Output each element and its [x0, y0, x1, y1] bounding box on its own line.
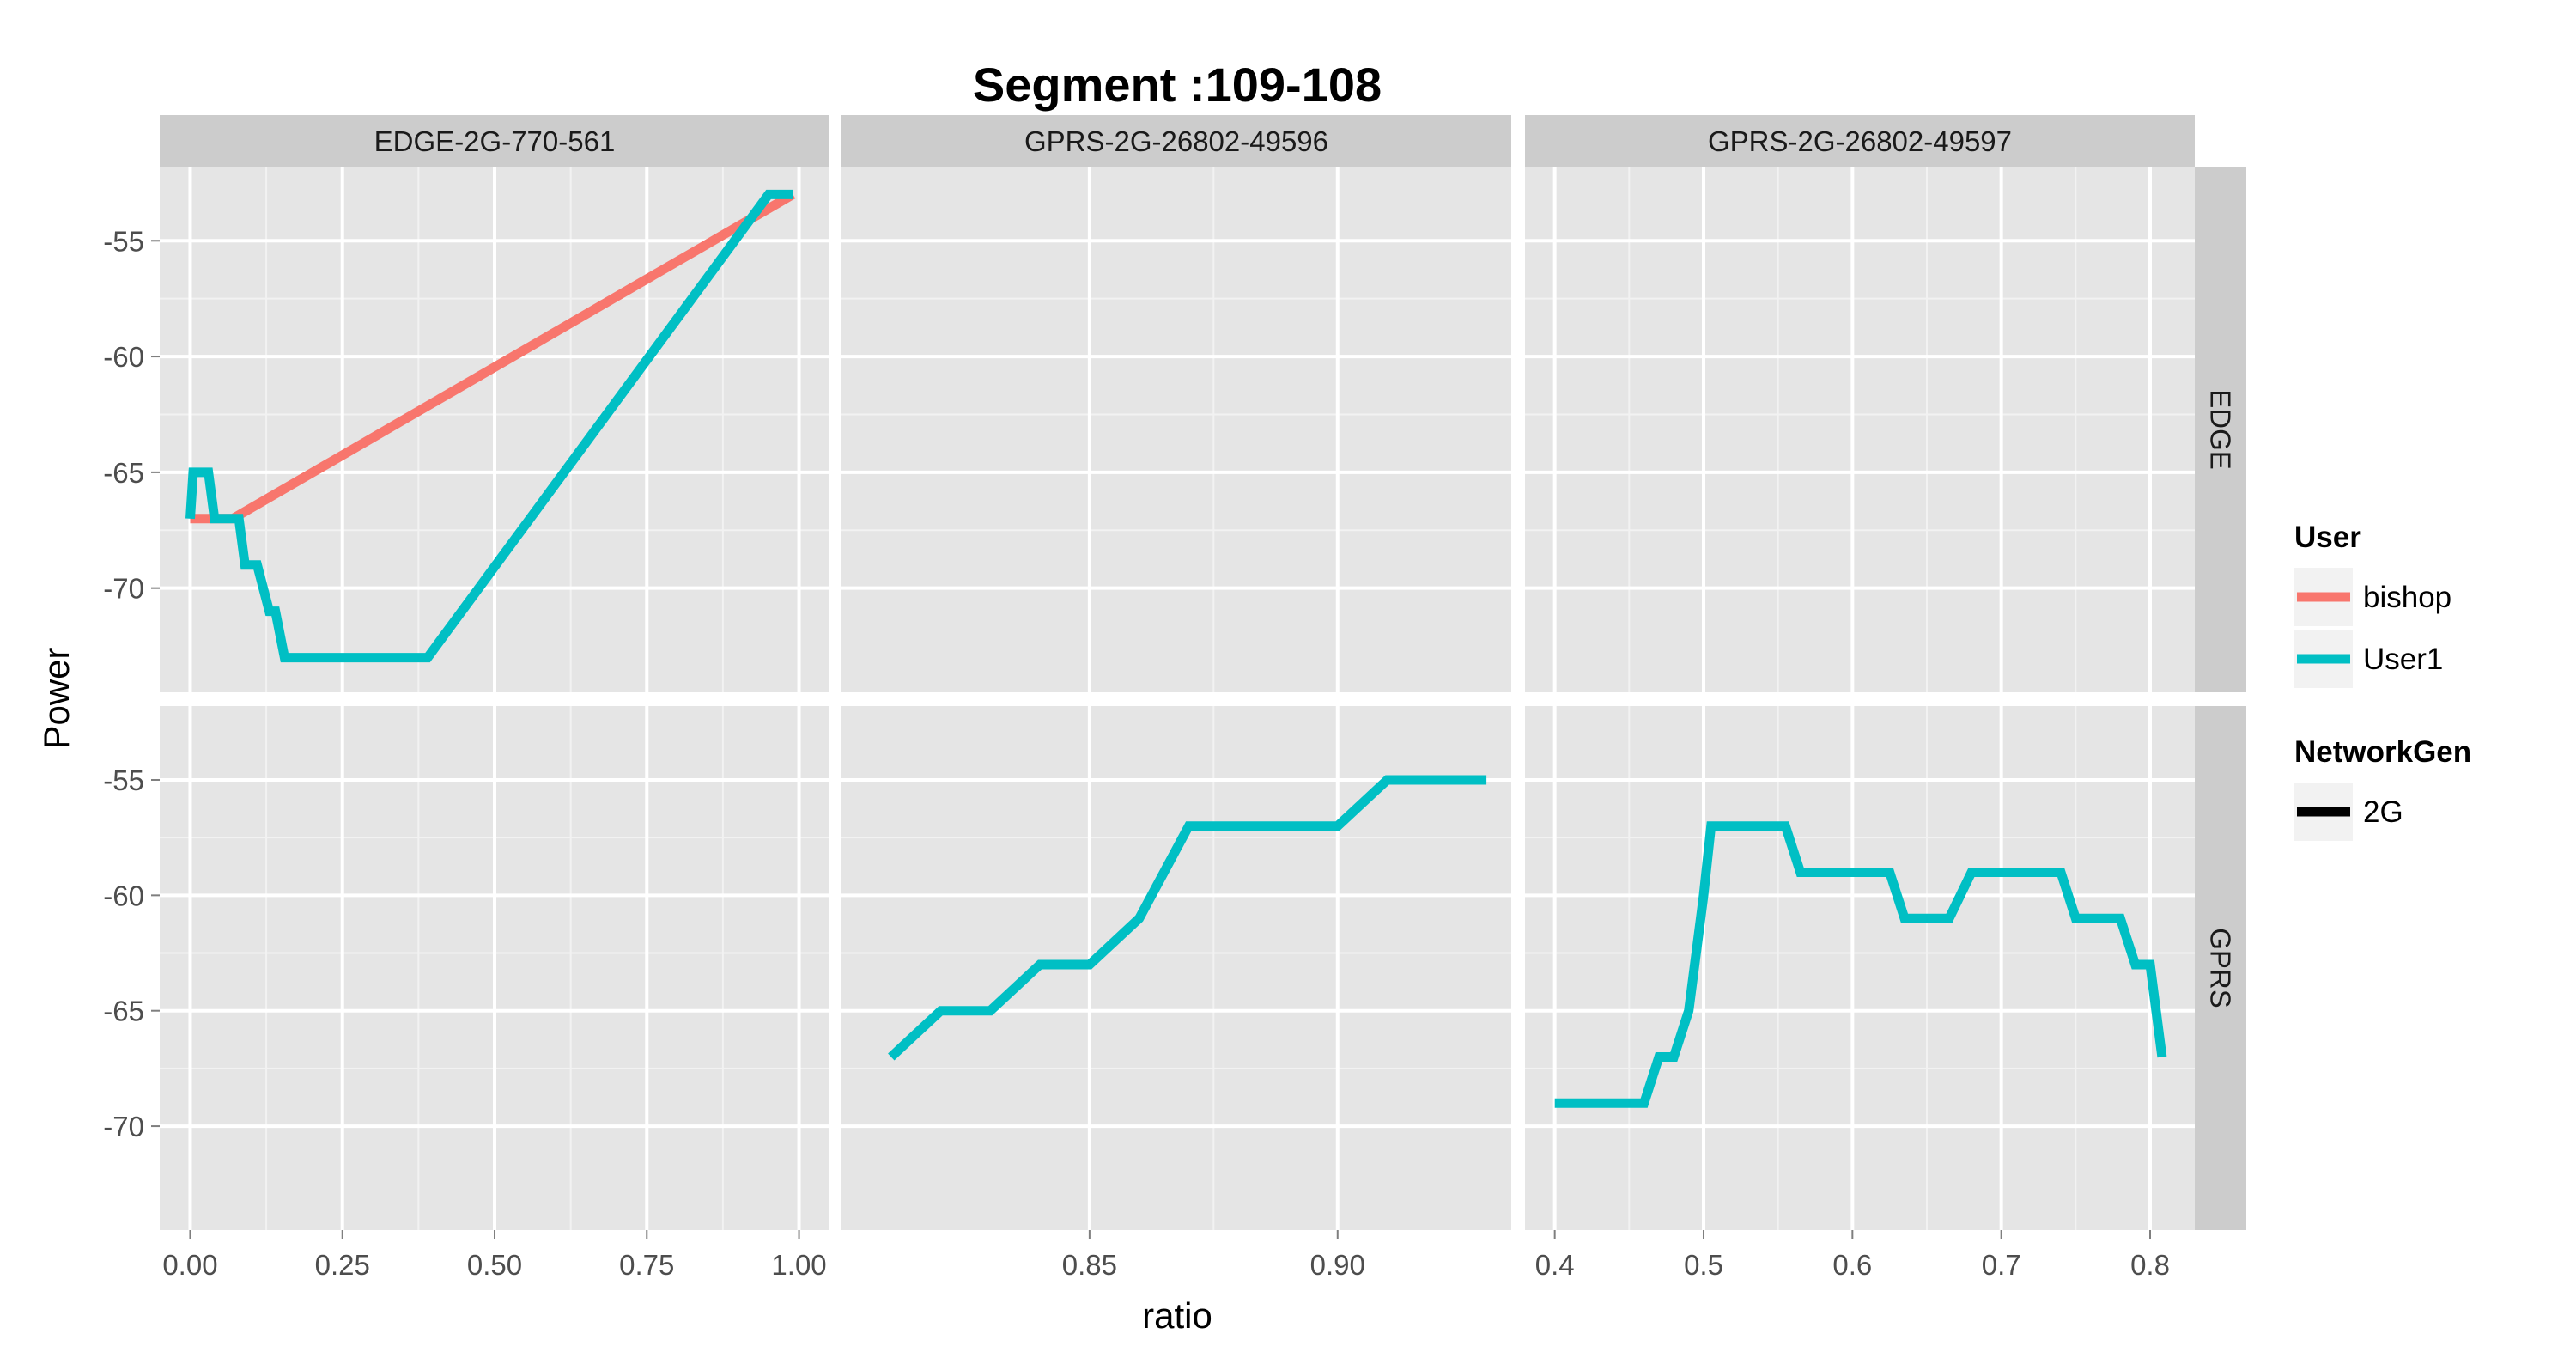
y-tick-label: -60: [103, 341, 144, 373]
x-tick-label: 0.4: [1535, 1249, 1575, 1281]
x-tick-label: 0.75: [619, 1249, 674, 1281]
facet-column-label: EDGE-2G-770-561: [374, 125, 616, 157]
facet-strip: [2195, 706, 2246, 1230]
y-axis-title: Power: [36, 647, 76, 749]
facet-strip: [1525, 115, 2195, 167]
panel-background: [841, 167, 1511, 692]
x-tick-label: 0.7: [1982, 1249, 2021, 1281]
series-line-user1: [888, 775, 1487, 1061]
legend-title: User: [2294, 521, 2361, 554]
y-tick-label: -55: [103, 764, 144, 796]
x-axis-title: ratio: [1142, 1295, 1212, 1336]
x-tick-label: 0.90: [1310, 1249, 1365, 1281]
facet-column-label: GPRS-2G-26802-49597: [1708, 125, 2012, 157]
y-tick-label: -70: [103, 1111, 144, 1142]
facet-row-label: GPRS: [2205, 928, 2237, 1008]
panel-background: [1525, 167, 2195, 692]
panel-background: [841, 706, 1511, 1230]
series-line-user1: [1554, 821, 2167, 1108]
y-tick-label: -55: [103, 225, 144, 257]
facet-strip: [841, 115, 1511, 167]
y-tick-label: -65: [103, 996, 144, 1027]
chart-title: Segment :109-108: [973, 58, 1382, 112]
x-tick-label: 0.6: [1832, 1249, 1872, 1281]
x-tick-label: 0.85: [1062, 1249, 1117, 1281]
y-tick-label: -70: [103, 573, 144, 605]
x-tick-label: 0.00: [162, 1249, 217, 1281]
facet-strip: [2195, 167, 2246, 692]
facet-row-label: EDGE: [2205, 389, 2237, 470]
y-tick-label: -65: [103, 457, 144, 489]
legend-label: User1: [2363, 643, 2443, 676]
x-tick-label: 0.50: [467, 1249, 522, 1281]
facet-strip: [160, 115, 829, 167]
legend-label: bishop: [2363, 581, 2451, 614]
facet-column-label: GPRS-2G-26802-49596: [1024, 125, 1328, 157]
panel-background: [1525, 706, 2195, 1230]
series-line-user1: [185, 189, 793, 663]
x-tick-label: 0.5: [1684, 1249, 1723, 1281]
x-tick-label: 0.25: [315, 1249, 370, 1281]
x-tick-label: 1.00: [771, 1249, 826, 1281]
legend-title: NetworkGen: [2294, 735, 2471, 769]
y-tick-label: -60: [103, 880, 144, 911]
x-tick-label: 0.8: [2130, 1249, 2170, 1281]
legend-label: 2G: [2363, 795, 2403, 829]
